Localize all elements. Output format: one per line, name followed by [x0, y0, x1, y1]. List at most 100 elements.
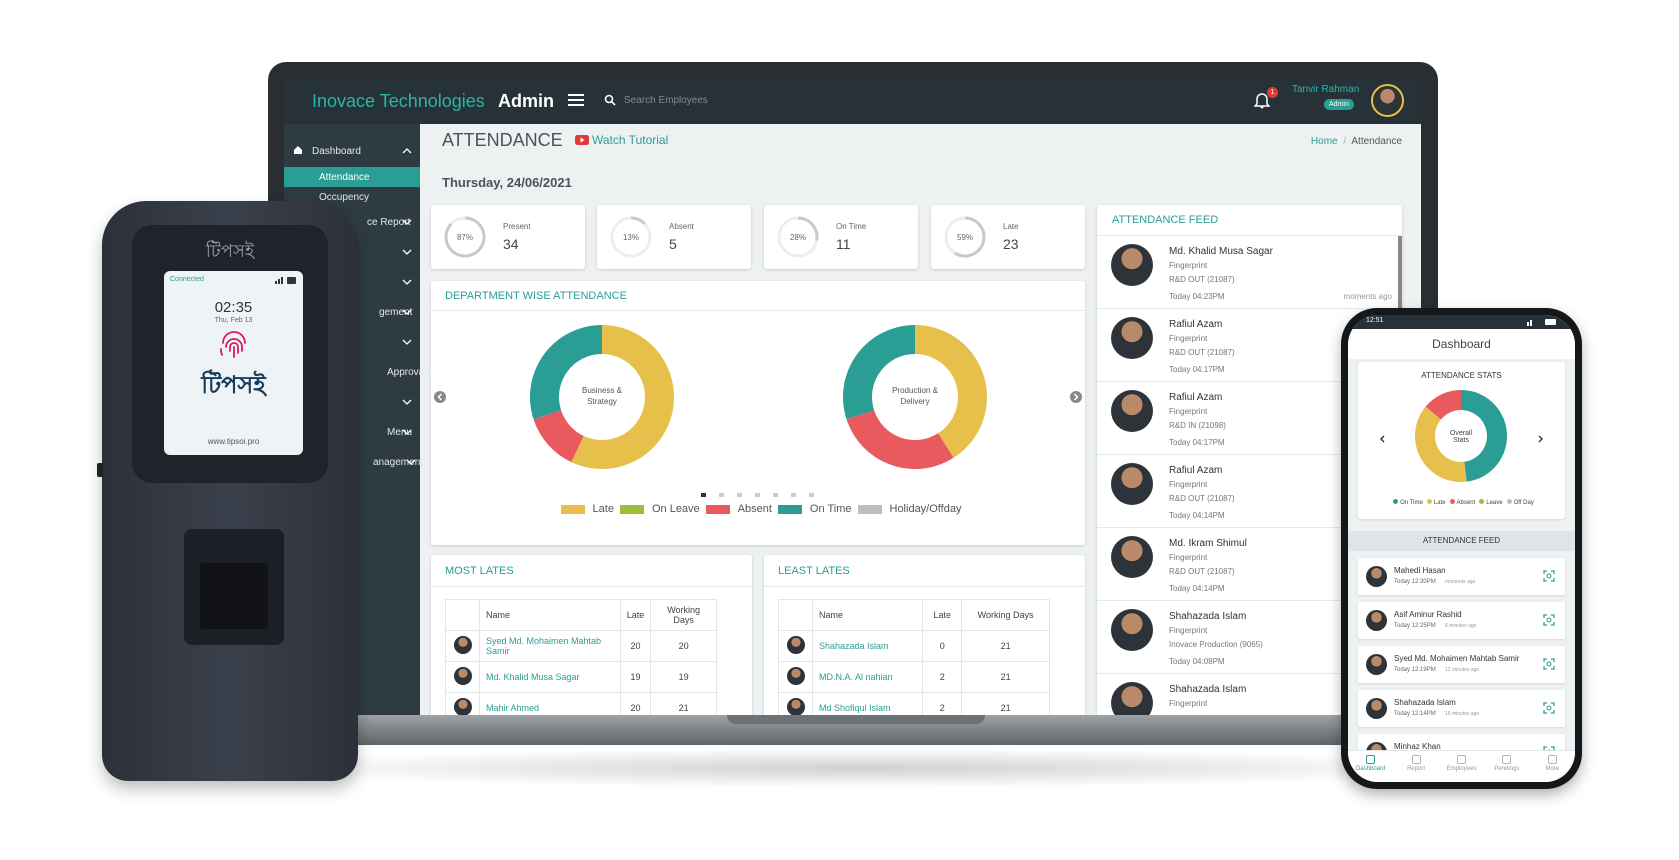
laptop-screen: Inovace Technologies Admin Search Employ…	[284, 78, 1421, 715]
employee-name[interactable]: Syed Md. Mohaimen Mahtab Samir	[479, 630, 621, 662]
search-icon	[604, 94, 616, 106]
legend: Late On Leave Absent On Time Holiday/Offday	[431, 503, 1085, 515]
avatar-cell	[445, 630, 480, 662]
search-input[interactable]: Search Employees	[624, 95, 708, 106]
nav-item[interactable]: Pendings	[1484, 753, 1529, 772]
avatar	[786, 636, 805, 654]
feed-device: R&D OUT (21087)	[1169, 275, 1235, 284]
stat-card: 59% Late 23	[931, 205, 1085, 269]
phone-feed-entry[interactable]: Asif Aminur Rashid Today 12:25PM 6 minutes…	[1358, 602, 1565, 639]
legend-label: On Time	[1400, 500, 1423, 506]
sidebar-item[interactable]: Occupency	[319, 192, 370, 203]
sidebar-item[interactable]: gement	[379, 307, 413, 318]
stat-card: 87% Present 34	[431, 205, 585, 269]
carousel-next[interactable]	[1538, 435, 1543, 443]
brand: Inovace Technologies	[312, 91, 485, 111]
card-title: ATTENDANCE FEED	[1112, 214, 1219, 226]
feed-time: Today 12:30PM	[1394, 579, 1436, 585]
phone-status-icons	[1527, 319, 1556, 326]
feed-method: Fingerprint	[1169, 553, 1208, 562]
nav-icon	[1456, 755, 1466, 764]
sidebar-item[interactable]: anagement	[373, 457, 424, 468]
nav-item[interactable]: Report	[1393, 753, 1438, 772]
menu-icon[interactable]	[568, 93, 584, 107]
sidebar-item[interactable]: Attendance	[319, 172, 370, 183]
phone-stats-card: ATTENDANCE STATS Overall Stats On Time La…	[1358, 362, 1565, 519]
employee-name[interactable]: Mahir Ahmed	[479, 692, 621, 715]
sidebar-item[interactable]: Approvals	[387, 367, 432, 378]
device-date: Thu, Feb 13	[214, 317, 253, 324]
feed-time: Today 12:19PM	[1394, 667, 1436, 673]
device-port	[97, 463, 103, 477]
device-url: www.tipsoi.pro	[207, 437, 260, 446]
feed-time: Today 12:14PM	[1394, 711, 1436, 717]
feed-entry: Md. Khalid Musa Sagar Fingerprint R&D OUT …	[1097, 235, 1402, 308]
column-header: Name	[479, 599, 621, 631]
feed-ago: 6 minutes ago	[1445, 623, 1477, 629]
feed-name: Mahedi Hasan	[1394, 566, 1446, 575]
avatar-cell	[778, 630, 813, 662]
divider	[431, 310, 1085, 311]
breadcrumb-link[interactable]: Home	[1310, 136, 1338, 147]
stat-count: 11	[836, 236, 851, 252]
sidebar-item[interactable]: Dashboard	[312, 146, 361, 157]
phone-time: 12:51	[1366, 317, 1384, 324]
employee-name[interactable]: Shahazada Islam	[811, 630, 924, 662]
most-lates-card: MOST LATES Name Late Working Days Syed Md. M…	[431, 555, 752, 715]
avatar	[453, 636, 472, 654]
stat-label: Late	[1003, 222, 1019, 231]
phone-feed-entry[interactable]: Mahedi Hasan Today 12:30PM moments ago	[1358, 558, 1565, 595]
sidebar-item[interactable]: Menu	[387, 427, 413, 438]
legend-label: Absent	[737, 503, 772, 516]
fingerprint-device: টিপসই Connected 02:35 Thu, Feb 13 টিপসই …	[97, 201, 358, 781]
nav-item[interactable]: Employees	[1439, 753, 1484, 772]
nav-icon	[1366, 755, 1376, 764]
feed-method: Fingerprint	[1169, 626, 1208, 635]
sidebar-item[interactable]: ce Report	[367, 217, 411, 228]
legend-label: On Time	[809, 503, 852, 516]
column-header: Name	[811, 599, 924, 631]
donut-segment	[1461, 390, 1508, 482]
card-title: LEAST LATES	[778, 565, 850, 577]
bell-icon[interactable]	[1254, 91, 1270, 109]
gauge-arc	[798, 216, 819, 241]
legend-label: Leave	[1486, 500, 1503, 506]
home-icon	[294, 146, 302, 154]
table-cell: 19	[650, 661, 717, 693]
donut-segment	[529, 325, 602, 420]
phone-feed-entry[interactable]: Shahazada Islam Today 12:14PM 16 minutes a…	[1358, 690, 1565, 727]
tutorial-link[interactable]: Watch Tutorial	[592, 133, 669, 147]
employee-name[interactable]: Md. Khalid Musa Sagar	[479, 661, 621, 693]
feed-ago: moments ago	[1343, 292, 1392, 301]
column-header: Late	[922, 599, 963, 631]
table-cell: 20	[650, 630, 717, 662]
gauge-label: 28%	[789, 233, 806, 242]
column-header	[778, 599, 813, 631]
gauge-label: 13%	[622, 233, 639, 242]
phone-status-bar: 12:51	[1348, 315, 1575, 329]
feed-name: Rafiul Azam	[1169, 465, 1223, 476]
gauge-arc	[954, 216, 986, 258]
table-cell: 21	[961, 661, 1050, 693]
nav-label: Dashboard	[1356, 766, 1386, 772]
legend-label: On Leave	[651, 503, 700, 516]
scan-icon	[1543, 614, 1555, 626]
carousel-prev[interactable]	[434, 391, 446, 403]
nav-item[interactable]: Dashboard	[1348, 753, 1393, 772]
donut-segment	[533, 410, 584, 463]
nav-item[interactable]: More	[1530, 753, 1575, 772]
carousel-prev[interactable]	[1380, 435, 1385, 443]
carousel-next[interactable]	[1070, 391, 1082, 403]
legend-swatch	[619, 504, 644, 514]
employee-name[interactable]: MD.N.A. Al nahian	[811, 661, 924, 693]
avatar	[453, 698, 472, 715]
user-avatar[interactable]	[1371, 84, 1404, 117]
section-title: ATTENDANCE FEED	[1422, 536, 1501, 545]
gauge	[610, 216, 652, 258]
stat-card: 28% On Time 11	[764, 205, 918, 269]
phone-donut	[1380, 390, 1543, 483]
scan-icon	[1543, 702, 1555, 714]
phone-feed-entry[interactable]: Syed Md. Mohaimen Mahtab Samir Today 12:1…	[1358, 646, 1565, 683]
user-name[interactable]: Tanvir Rahman	[1292, 84, 1360, 95]
employee-name[interactable]: Md Shofiqul Islam	[811, 692, 924, 715]
